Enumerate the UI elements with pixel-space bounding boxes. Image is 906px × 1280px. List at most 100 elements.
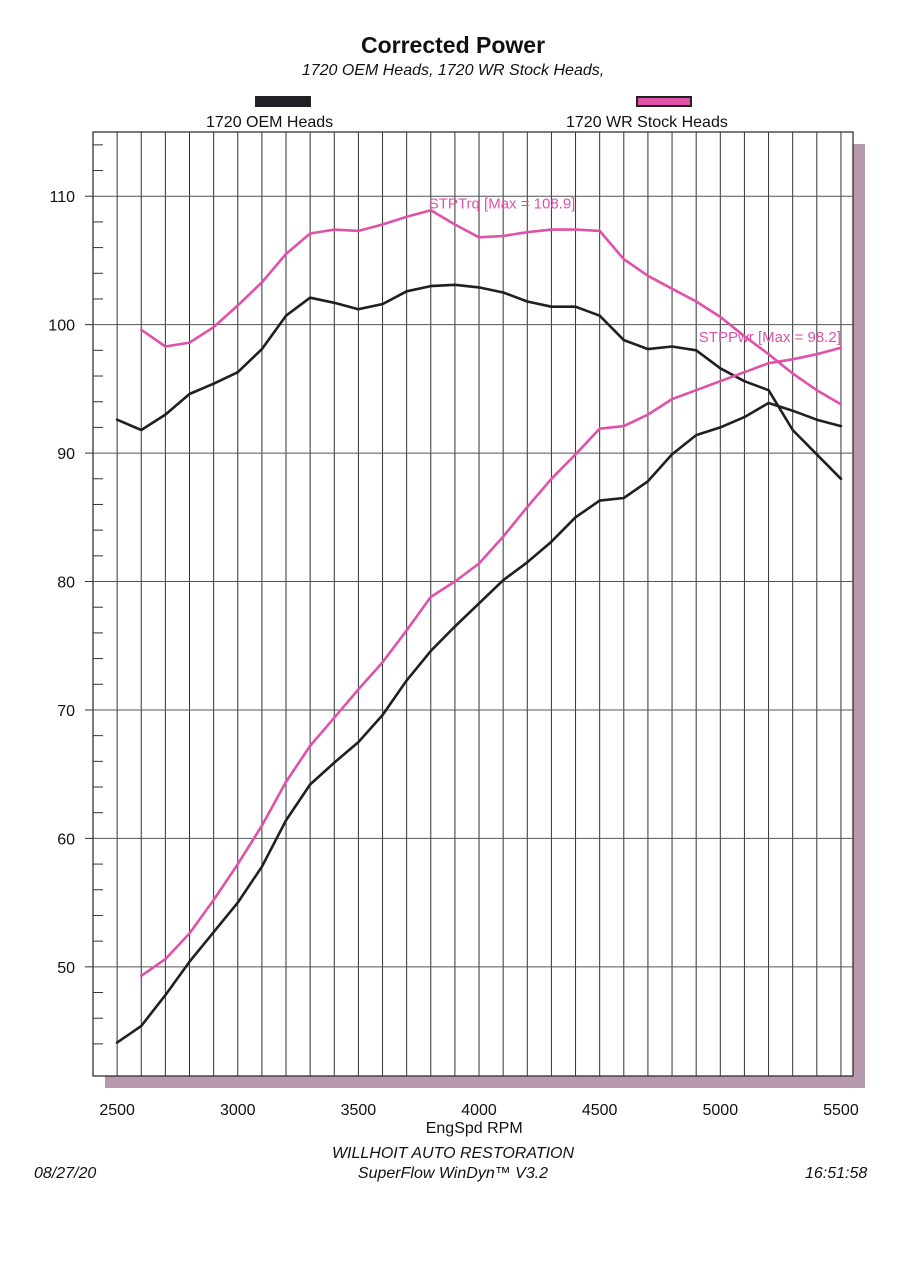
data-point (815, 418, 819, 421)
y-tick-label: 80 (57, 575, 75, 592)
chart-title: Corrected Power (360, 32, 546, 58)
data-point (405, 290, 408, 293)
data-point (501, 579, 505, 582)
x-tick-label: 4500 (582, 1102, 618, 1119)
data-point (236, 304, 239, 307)
data-point (550, 477, 553, 480)
data-point (284, 819, 288, 822)
data-point (574, 305, 577, 308)
data-point (694, 349, 698, 352)
data-point (357, 740, 360, 744)
data-point (260, 281, 264, 284)
data-point (308, 744, 312, 748)
data-point (333, 301, 336, 305)
data-point (574, 228, 577, 231)
data-point (622, 424, 625, 428)
data-point (622, 257, 625, 261)
data-point (284, 252, 288, 256)
data-point (694, 300, 698, 303)
y-tick-label: 100 (48, 318, 75, 335)
data-point (550, 228, 553, 231)
data-point (501, 234, 505, 238)
data-point (140, 974, 143, 978)
data-point (284, 314, 288, 317)
data-point (381, 713, 384, 717)
data-point (622, 338, 625, 342)
data-point (188, 341, 191, 344)
data-point (791, 428, 794, 432)
data-point (670, 345, 674, 348)
data-point (646, 413, 650, 416)
data-point (670, 453, 674, 456)
data-point (453, 580, 457, 583)
data-point (767, 361, 770, 365)
data-point (719, 367, 722, 370)
data-point (381, 223, 384, 226)
data-point (308, 783, 312, 786)
data-point (284, 780, 288, 784)
data-point (405, 215, 408, 218)
data-point (815, 352, 819, 356)
data-point (212, 326, 215, 329)
data-point (477, 602, 481, 605)
data-point (140, 328, 143, 331)
legend-swatch-wr-stock-heads (636, 96, 692, 107)
data-point (815, 388, 819, 392)
data-point (357, 688, 360, 691)
data-point (308, 296, 312, 299)
data-point (526, 505, 529, 509)
data-point (622, 496, 625, 500)
data-point (260, 824, 264, 827)
data-point (646, 480, 650, 483)
data-point (405, 679, 408, 682)
data-point (115, 1041, 119, 1044)
data-point (212, 382, 215, 385)
data-point (550, 540, 553, 543)
x-tick-label: 3000 (220, 1102, 256, 1119)
data-point (236, 370, 239, 374)
data-point (333, 761, 336, 764)
data-point (188, 392, 191, 396)
series-line (140, 346, 843, 978)
data-point (646, 347, 650, 351)
data-point (260, 865, 264, 868)
y-tick-label: 110 (49, 189, 75, 206)
data-point (815, 453, 819, 456)
data-point (212, 930, 215, 934)
data-point (526, 300, 529, 303)
x-tick-label: 2500 (99, 1102, 135, 1119)
x-tick-label: 5000 (703, 1102, 739, 1119)
data-point (188, 960, 191, 963)
data-point (743, 379, 746, 383)
data-point (670, 287, 674, 290)
legend-label-oem-heads: 1720 OEM Heads (206, 114, 334, 131)
annotation-torque-max: STPTrq [Max = 108.9] (429, 195, 576, 212)
data-point (598, 314, 601, 317)
data-point (164, 993, 167, 997)
data-point (453, 223, 457, 226)
y-tick-label: 60 (57, 831, 75, 848)
data-point (574, 453, 577, 456)
data-point (791, 358, 794, 361)
data-point (308, 232, 312, 235)
data-point (743, 370, 746, 374)
footer-company: WILLHOIT AUTO RESTORATION (331, 1145, 575, 1162)
footer-software: SuperFlow WinDyn™ V3.2 (357, 1165, 549, 1182)
data-point (839, 403, 843, 406)
data-point (839, 346, 843, 349)
data-point (188, 932, 191, 935)
data-point (791, 409, 794, 412)
data-point (646, 274, 650, 278)
data-point (501, 535, 505, 538)
x-axis-label: EngSpd RPM (426, 1120, 523, 1137)
data-point (357, 308, 360, 311)
data-point (429, 595, 432, 599)
data-point (574, 516, 577, 519)
data-point (236, 901, 239, 904)
data-point (429, 284, 432, 288)
data-point (839, 424, 843, 428)
data-point (333, 228, 336, 231)
footer-time: 16:51:58 (805, 1165, 868, 1182)
data-point (550, 305, 553, 308)
